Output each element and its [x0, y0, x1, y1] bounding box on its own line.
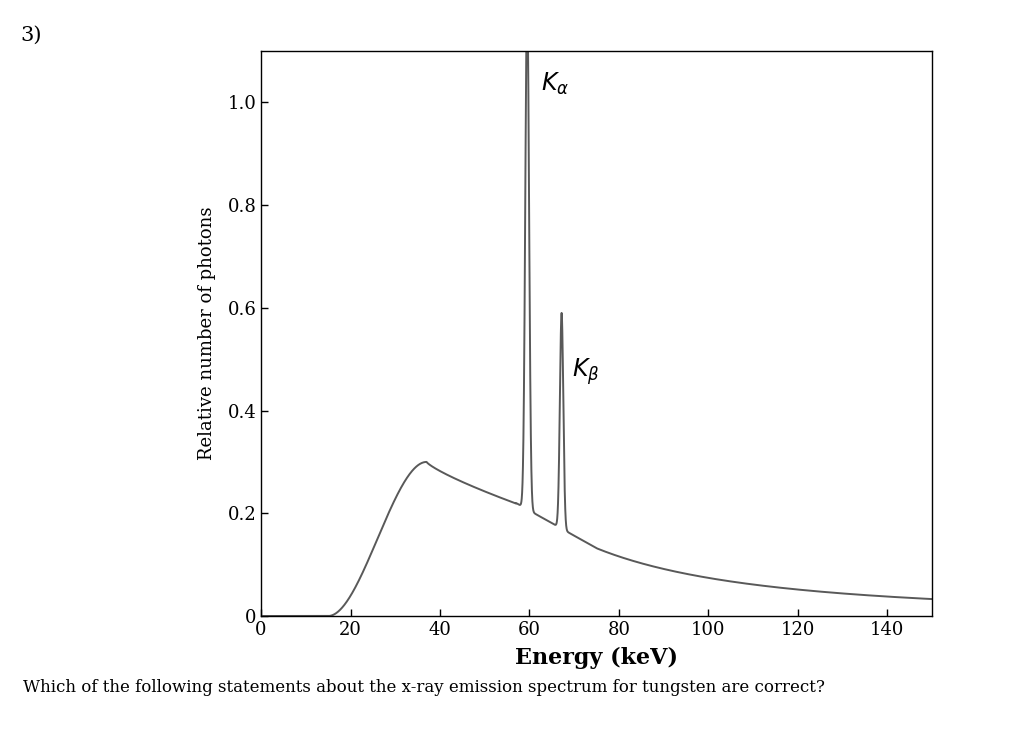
- Y-axis label: Relative number of photons: Relative number of photons: [199, 207, 216, 460]
- Text: $K_{\alpha}$: $K_{\alpha}$: [541, 71, 568, 97]
- Text: Which of the following statements about the x-ray emission spectrum for tungsten: Which of the following statements about …: [23, 679, 824, 696]
- Text: 3): 3): [20, 26, 42, 44]
- Text: $K_{\beta}$: $K_{\beta}$: [571, 356, 599, 387]
- X-axis label: Energy (keV): Energy (keV): [515, 647, 678, 669]
